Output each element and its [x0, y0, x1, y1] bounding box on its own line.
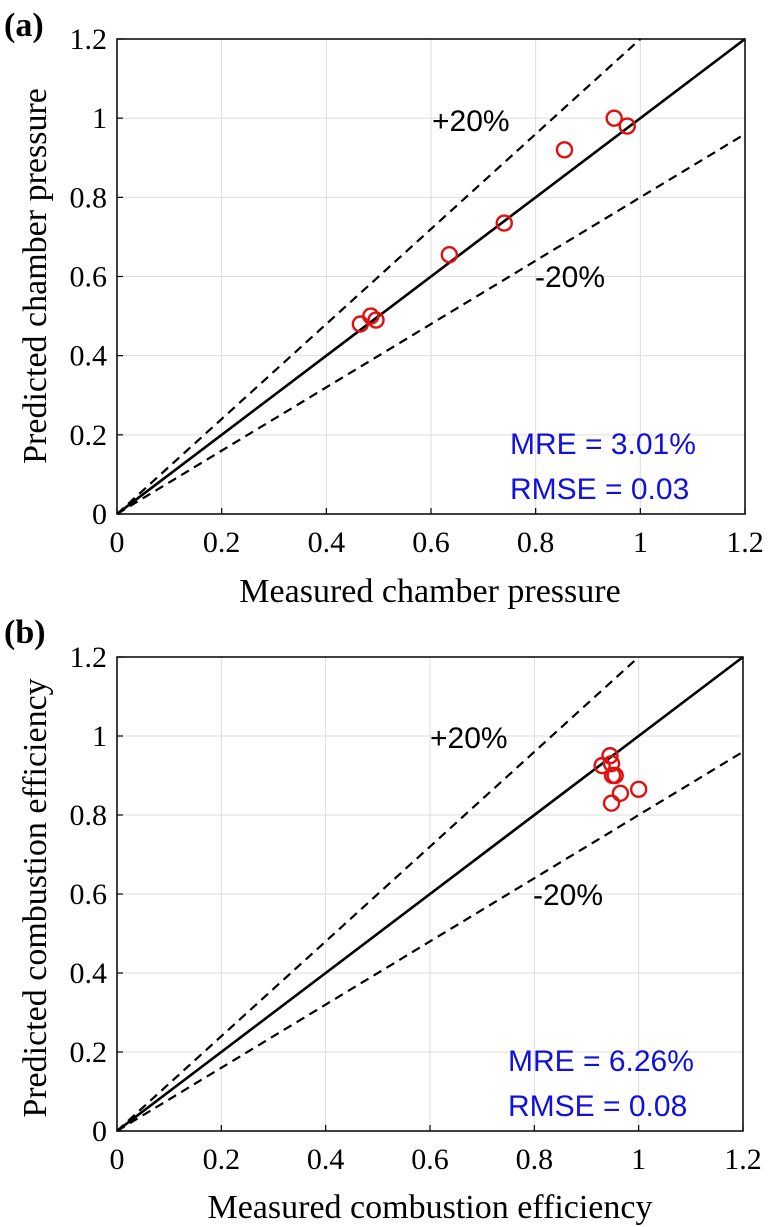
x-tick-label: 1 [633, 526, 648, 559]
x-tick-label: 0.6 [411, 1143, 449, 1176]
y-axis-label-b: Predicted combustion efficiency [17, 678, 54, 1117]
data-point [605, 109, 623, 127]
parity-line [116, 37, 746, 516]
chart-a-svg: (a) 0 0.2 0.4 0.6 0.8 1 1.2 0 0.2 0.4 0.6 0.8 1 1.2 +… [4, 7, 764, 610]
y-tick-label: 0.4 [70, 340, 108, 373]
rmse-label-b: RMSE = 0.08 [508, 1090, 687, 1123]
minus20-label-b: -20% [533, 879, 603, 912]
x-tick-label: 0.8 [517, 526, 555, 559]
x-tick-label: 0.6 [412, 526, 450, 559]
y-tick-label: 0.4 [70, 957, 108, 990]
plus20-label-a: +20% [432, 105, 510, 138]
y-tick-label: 1.2 [70, 641, 108, 674]
data-point [555, 141, 574, 159]
mre-label-a: MRE = 3.01% [510, 428, 696, 461]
x-tick-label: 0.4 [308, 526, 346, 559]
reference-lines-b [116, 655, 744, 1133]
y-tick-label: 0.8 [70, 181, 108, 214]
points-a [351, 109, 636, 333]
x-tick-label: 0.2 [203, 526, 241, 559]
plus-20-percent-line [116, 38, 642, 515]
data-point [367, 311, 385, 329]
panel-a: (a) 0 0.2 0.4 0.6 0.8 1 1.2 0 0.2 0.4 0.6 0.8 1 1.2 +… [0, 0, 783, 613]
plus20-label-b: +20% [430, 722, 508, 755]
y-tick-label: 1 [92, 720, 107, 753]
x-tick-label: 1 [631, 1143, 646, 1176]
data-point [618, 117, 636, 135]
data-point [602, 754, 621, 773]
x-tick-label: 0.4 [307, 1143, 345, 1176]
y-tick-label: 1 [92, 102, 107, 135]
data-point [601, 747, 619, 765]
data-point [606, 766, 624, 785]
ticks-b: 0 0.2 0.4 0.6 0.8 1 1.2 0 0.2 0.4 0.6 0.8 1 1.2 [70, 641, 762, 1176]
parity-line [116, 655, 744, 1133]
points-b [593, 747, 648, 812]
y-tick-label: 0 [92, 1115, 107, 1148]
rmse-label-a: RMSE = 0.03 [510, 473, 689, 506]
y-axis-label-a: Predicted chamber pressure [17, 88, 54, 464]
data-point [611, 784, 630, 802]
minus-20-percent-line [116, 750, 744, 1132]
y-tick-label: 0 [92, 498, 107, 531]
x-tick-label: 0.2 [203, 1143, 241, 1176]
y-tick-label: 0.8 [70, 799, 108, 832]
data-point [602, 794, 621, 812]
panel-b: (b) 0 0.2 0.4 0.6 0.8 1 1.2 0 0.2 0.4 0.6 0.8 1 1.2 +… [0, 613, 783, 1227]
y-tick-label: 0.2 [70, 1036, 108, 1069]
minus-20-percent-line [116, 133, 746, 515]
data-point [440, 246, 459, 264]
x-axis-label-a: Measured chamber pressure [239, 573, 620, 610]
x-axis-label-b: Measured combustion efficiency [207, 1189, 652, 1226]
x-tick-label: 1.2 [726, 526, 764, 559]
y-tick-label: 0.6 [70, 878, 108, 911]
x-tick-label: 0.8 [516, 1143, 554, 1176]
mre-label-b: MRE = 6.26% [508, 1045, 694, 1078]
y-tick-label: 0.6 [70, 261, 108, 294]
reference-lines-a [116, 37, 746, 516]
x-tick-label: 0 [110, 526, 125, 559]
x-tick-label: 0 [110, 1143, 125, 1176]
y-tick-label: 1.2 [70, 23, 108, 56]
panel-label-a: (a) [4, 7, 44, 44]
data-point [629, 780, 648, 799]
minus20-label-a: -20% [535, 261, 605, 294]
plus-20-percent-line [116, 656, 640, 1132]
ticks-a: 0 0.2 0.4 0.6 0.8 1 1.2 0 0.2 0.4 0.6 0.8 1 1.2 [70, 23, 764, 559]
panel-label-b: (b) [4, 614, 46, 651]
x-tick-label: 1.2 [724, 1143, 762, 1176]
chart-b-svg: (b) 0 0.2 0.4 0.6 0.8 1 1.2 0 0.2 0.4 0.6 0.8 1 1.2 +… [4, 614, 762, 1226]
data-point [495, 214, 513, 232]
y-tick-label: 0.2 [70, 419, 108, 452]
